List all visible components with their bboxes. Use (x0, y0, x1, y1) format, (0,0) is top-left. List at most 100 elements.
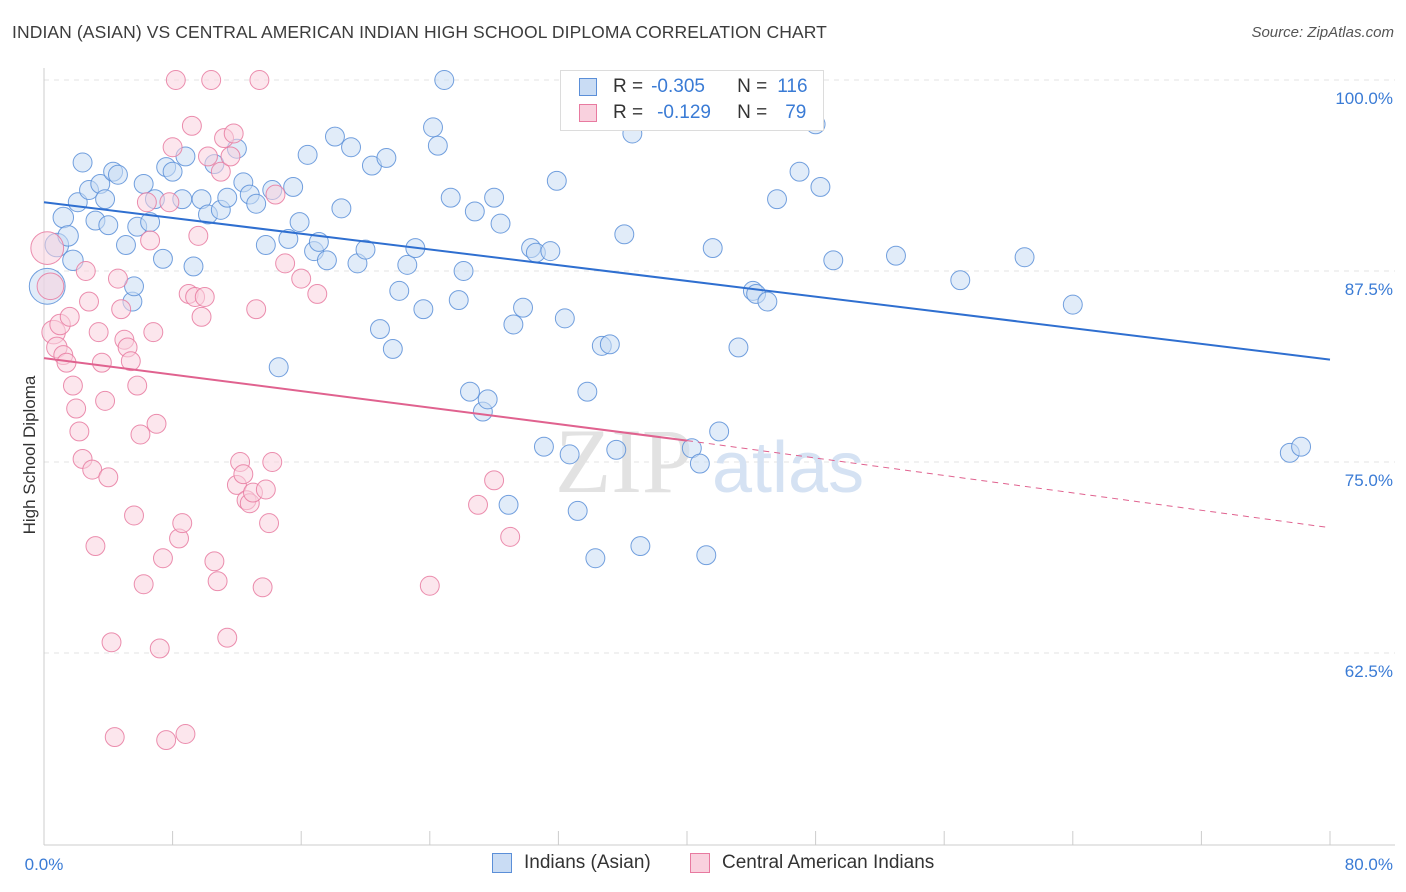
point-indians-asian (453, 261, 474, 281)
legend-r-value: -0.305 (651, 76, 705, 97)
point-indians-asian (331, 198, 352, 219)
series-central-american-indians (30, 70, 521, 751)
point-indians-asian (533, 436, 554, 457)
legend-label-indians-asian: Indians (Asian) (524, 852, 651, 873)
trend-line-central-american-indians (43, 357, 688, 442)
point-indians-asian (789, 161, 810, 182)
point-indians-asian (577, 381, 598, 402)
legend-r-label: R = (613, 102, 644, 123)
point-central-american-indians (265, 184, 286, 205)
point-indians-asian (297, 144, 318, 165)
point-central-american-indians (85, 536, 106, 557)
point-central-american-indians (191, 306, 212, 327)
point-central-american-indians (66, 398, 87, 419)
point-central-american-indians (136, 192, 157, 213)
correlation-legend: R = -0.305 N = 116 R = -0.129 N = 79 (560, 70, 824, 131)
y-axis-title: High School Diploma (20, 375, 39, 534)
point-indians-asian (554, 308, 575, 329)
legend-swatch-pink (579, 104, 597, 122)
point-indians-asian (246, 193, 267, 214)
point-central-american-indians (484, 470, 505, 491)
legend-swatch-blue (579, 78, 597, 96)
point-indians-asian (255, 235, 276, 255)
point-indians-asian (376, 147, 397, 168)
point-indians-asian (503, 314, 524, 335)
point-indians-asian (98, 215, 119, 236)
point-indians-asian (709, 421, 730, 442)
chart-title: INDIAN (ASIAN) VS CENTRAL AMERICAN INDIA… (12, 22, 827, 42)
point-indians-asian (696, 545, 717, 566)
legend-swatch-pink (690, 853, 710, 873)
point-central-american-indians (246, 299, 267, 320)
point-central-american-indians (95, 390, 116, 411)
legend-n-label: N = (737, 102, 768, 123)
point-indians-asian (585, 548, 606, 569)
point-indians-asian (490, 213, 511, 234)
legend-row-blue: R = -0.305 N = 116 (579, 76, 808, 98)
point-central-american-indians (198, 146, 218, 167)
point-central-american-indians (30, 231, 65, 265)
point-indians-asian (183, 256, 204, 277)
point-central-american-indians (62, 375, 83, 396)
legend-label-central-american-indians: Central American Indians (722, 852, 935, 873)
point-central-american-indians (252, 577, 273, 598)
y-tick-label: 87.5% (1345, 280, 1393, 299)
point-central-american-indians (101, 632, 122, 653)
point-central-american-indians (165, 70, 186, 90)
point-central-american-indians (249, 70, 270, 90)
point-central-american-indians (500, 526, 521, 547)
point-central-american-indians (107, 268, 128, 289)
point-indians-asian (324, 126, 345, 147)
point-indians-asian (513, 297, 533, 318)
point-indians-asian (1062, 294, 1083, 315)
point-indians-asian (434, 70, 455, 90)
point-central-american-indians (233, 464, 254, 485)
point-central-american-indians (275, 253, 296, 274)
point-central-american-indians (419, 575, 440, 596)
point-indians-asian (810, 176, 831, 197)
legend-r-label: R = (613, 76, 644, 97)
point-central-american-indians (79, 291, 99, 312)
point-indians-asian (440, 187, 461, 208)
point-indians-asian (767, 189, 787, 210)
point-indians-asian (152, 248, 173, 269)
legend-row-pink: R = -0.129 N = 79 (579, 102, 806, 124)
point-central-american-indians (98, 467, 119, 488)
trend-lines (43, 201, 1331, 529)
point-central-american-indians (307, 283, 328, 304)
point-indians-asian (484, 187, 505, 208)
point-indians-asian (427, 135, 448, 156)
point-central-american-indians (291, 268, 312, 289)
point-indians-asian (95, 189, 116, 210)
point-indians-asian (341, 137, 361, 158)
point-indians-asian (278, 228, 299, 249)
point-indians-asian (460, 381, 480, 402)
point-indians-asian (217, 187, 238, 208)
point-indians-asian (950, 270, 971, 291)
point-central-american-indians (259, 513, 280, 534)
bottom-legend-blue: Indians (Asian) (492, 852, 651, 874)
point-central-american-indians (59, 306, 80, 327)
point-central-american-indians (159, 192, 180, 213)
point-indians-asian (498, 494, 519, 515)
point-central-american-indians (91, 352, 112, 373)
point-central-american-indians (133, 574, 154, 595)
point-central-american-indians (36, 272, 65, 301)
point-central-american-indians (175, 724, 196, 744)
point-central-american-indians (149, 638, 170, 659)
point-central-american-indians (210, 161, 231, 182)
point-central-american-indians (217, 627, 238, 648)
point-central-american-indians (220, 146, 241, 167)
point-indians-asian (559, 444, 580, 465)
tick-labels: 100.0% 87.5% 75.0% 62.5% 0.0% 80.0% (25, 89, 1393, 874)
legend-n-value: 116 (777, 76, 808, 97)
point-central-american-indians (152, 548, 173, 569)
point-indians-asian (116, 235, 136, 255)
point-indians-asian (540, 241, 561, 262)
point-indians-asian (757, 291, 778, 312)
point-central-american-indians (172, 513, 193, 534)
point-indians-asian (162, 161, 183, 182)
point-central-american-indians (201, 70, 222, 90)
point-indians-asian (72, 152, 93, 173)
point-indians-asian (1014, 247, 1035, 268)
